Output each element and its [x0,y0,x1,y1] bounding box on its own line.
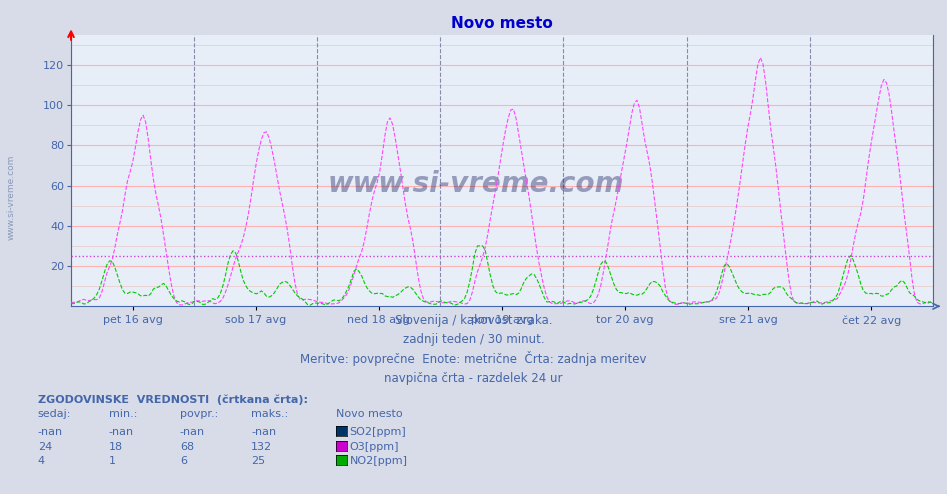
Text: NO2[ppm]: NO2[ppm] [349,456,407,466]
Text: 24: 24 [38,442,52,452]
Text: 4: 4 [38,456,45,466]
Text: 18: 18 [109,442,123,452]
Text: Slovenija / kakovost zraka.: Slovenija / kakovost zraka. [395,314,552,327]
Text: www.si-vreme.com: www.si-vreme.com [328,170,624,198]
Text: povpr.:: povpr.: [180,410,218,419]
Text: ZGODOVINSKE  VREDNOSTI  (črtkana črta):: ZGODOVINSKE VREDNOSTI (črtkana črta): [38,394,308,405]
Text: Novo mesto: Novo mesto [336,410,402,419]
Text: SO2[ppm]: SO2[ppm] [349,427,406,437]
Text: 1: 1 [109,456,116,466]
Text: -nan: -nan [109,427,134,437]
Text: Meritve: povprečne  Enote: metrične  Črta: zadnja meritev: Meritve: povprečne Enote: metrične Črta:… [300,351,647,366]
Text: zadnji teden / 30 minut.: zadnji teden / 30 minut. [402,333,545,346]
Text: -nan: -nan [38,427,63,437]
Text: sedaj:: sedaj: [38,410,71,419]
Text: -nan: -nan [251,427,277,437]
Text: 6: 6 [180,456,187,466]
Text: min.:: min.: [109,410,137,419]
Text: 25: 25 [251,456,265,466]
Text: O3[ppm]: O3[ppm] [349,442,399,452]
Text: navpična črta - razdelek 24 ur: navpična črta - razdelek 24 ur [384,372,563,385]
Title: Novo mesto: Novo mesto [451,16,553,31]
Text: 68: 68 [180,442,194,452]
Text: maks.:: maks.: [251,410,288,419]
Text: www.si-vreme.com: www.si-vreme.com [7,155,16,240]
Text: 132: 132 [251,442,272,452]
Text: -nan: -nan [180,427,205,437]
